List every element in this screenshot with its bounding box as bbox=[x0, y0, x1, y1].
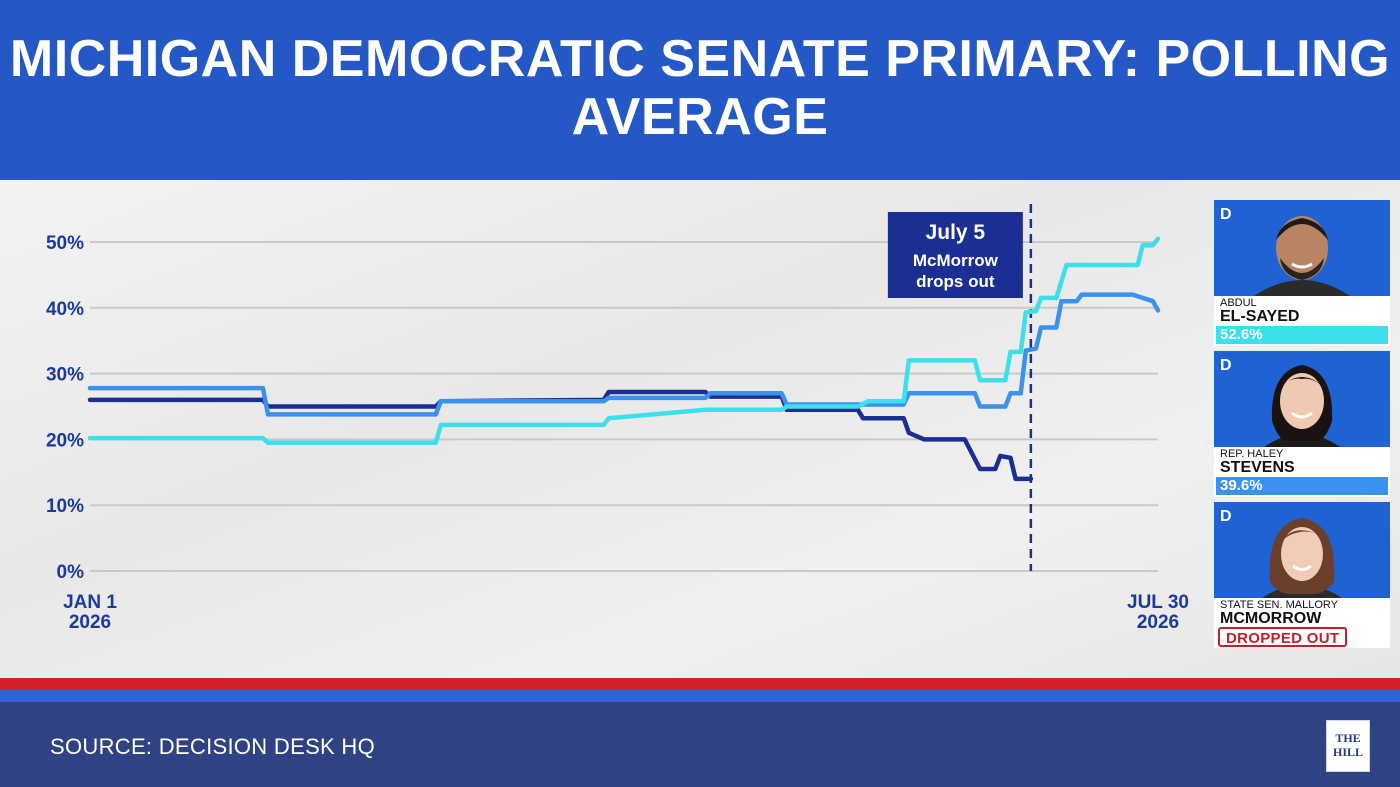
polling-line-chart: 0% 10% 20% 30% 40% 50% JAN 1 2026 JUL 30 2026 July… bbox=[46, 204, 1189, 633]
chart-area: 0% 10% 20% 30% 40% 50% JAN 1 2026 JUL 30 2026 July… bbox=[0, 180, 1400, 678]
the-hill-logo: THE HILL bbox=[1326, 720, 1370, 772]
candidate-name: STEVENS bbox=[1220, 459, 1295, 476]
y-tick-label: 10% bbox=[46, 496, 84, 517]
divider-stripe-red bbox=[0, 678, 1400, 690]
party-d-icon: D bbox=[1220, 508, 1232, 525]
candidate-photo-mcmorrow: D bbox=[1214, 502, 1390, 598]
footer-bar: SOURCE: DECISION DESK HQ bbox=[0, 702, 1400, 787]
annotation-text: drops out bbox=[916, 272, 995, 291]
annotation-text: McMorrow bbox=[913, 251, 999, 270]
candidate-card-mcmorrow: D STATE SEN. MALLORY MCMORROW DROPPED OU… bbox=[1214, 502, 1390, 648]
candidate-result: 52.6% bbox=[1216, 326, 1388, 344]
annotation-title: July 5 bbox=[926, 221, 986, 244]
portrait-icon bbox=[1214, 200, 1390, 296]
source-credit: SOURCE: DECISION DESK HQ bbox=[50, 734, 376, 759]
candidate-photo-stevens: D bbox=[1214, 351, 1390, 447]
x-tick-label: JUL 30 2026 bbox=[1127, 592, 1189, 633]
candidate-card-stevens: D REP. HALEY STEVENS 39.6% bbox=[1214, 351, 1390, 497]
annotation-box bbox=[887, 212, 1023, 298]
candidate-name: MCMORROW bbox=[1220, 610, 1322, 627]
y-tick-label: 40% bbox=[46, 299, 84, 320]
page-title: MICHIGAN DEMOCRATIC SENATE PRIMARY: POLL… bbox=[9, 30, 1391, 146]
y-tick-label: 30% bbox=[46, 365, 84, 386]
y-tick-label: 0% bbox=[57, 562, 85, 583]
y-tick-label: 20% bbox=[46, 430, 84, 451]
x-tick-label: JAN 1 2026 bbox=[63, 592, 117, 633]
party-d-icon: D bbox=[1220, 357, 1232, 374]
series-line-el_sayed bbox=[87, 236, 1161, 445]
candidate-result: 39.6% bbox=[1216, 477, 1388, 495]
logo-line-2: HILL bbox=[1332, 745, 1363, 759]
dropped-out-stamp: DROPPED OUT bbox=[1218, 627, 1348, 647]
divider-stripe-blue bbox=[0, 690, 1400, 702]
portrait-icon bbox=[1214, 502, 1390, 598]
party-d-icon: D bbox=[1220, 206, 1232, 223]
y-tick-label: 50% bbox=[46, 233, 84, 254]
candidate-label: ABDUL bbox=[1220, 297, 1257, 309]
header-banner: MICHIGAN DEMOCRATIC SENATE PRIMARY: POLL… bbox=[0, 0, 1400, 180]
series-line-stevens bbox=[87, 292, 1161, 417]
candidate-label: REP. HALEY bbox=[1220, 448, 1284, 460]
candidate-card-el-sayed: D ABDUL EL-SAYED 52.6% bbox=[1214, 200, 1390, 346]
candidate-photo-el-sayed: D bbox=[1214, 200, 1390, 296]
candidate-name: EL-SAYED bbox=[1220, 308, 1300, 325]
logo-line-1: THE bbox=[1335, 731, 1361, 745]
candidate-label: STATE SEN. MALLORY bbox=[1220, 599, 1338, 611]
portrait-icon bbox=[1214, 351, 1390, 447]
